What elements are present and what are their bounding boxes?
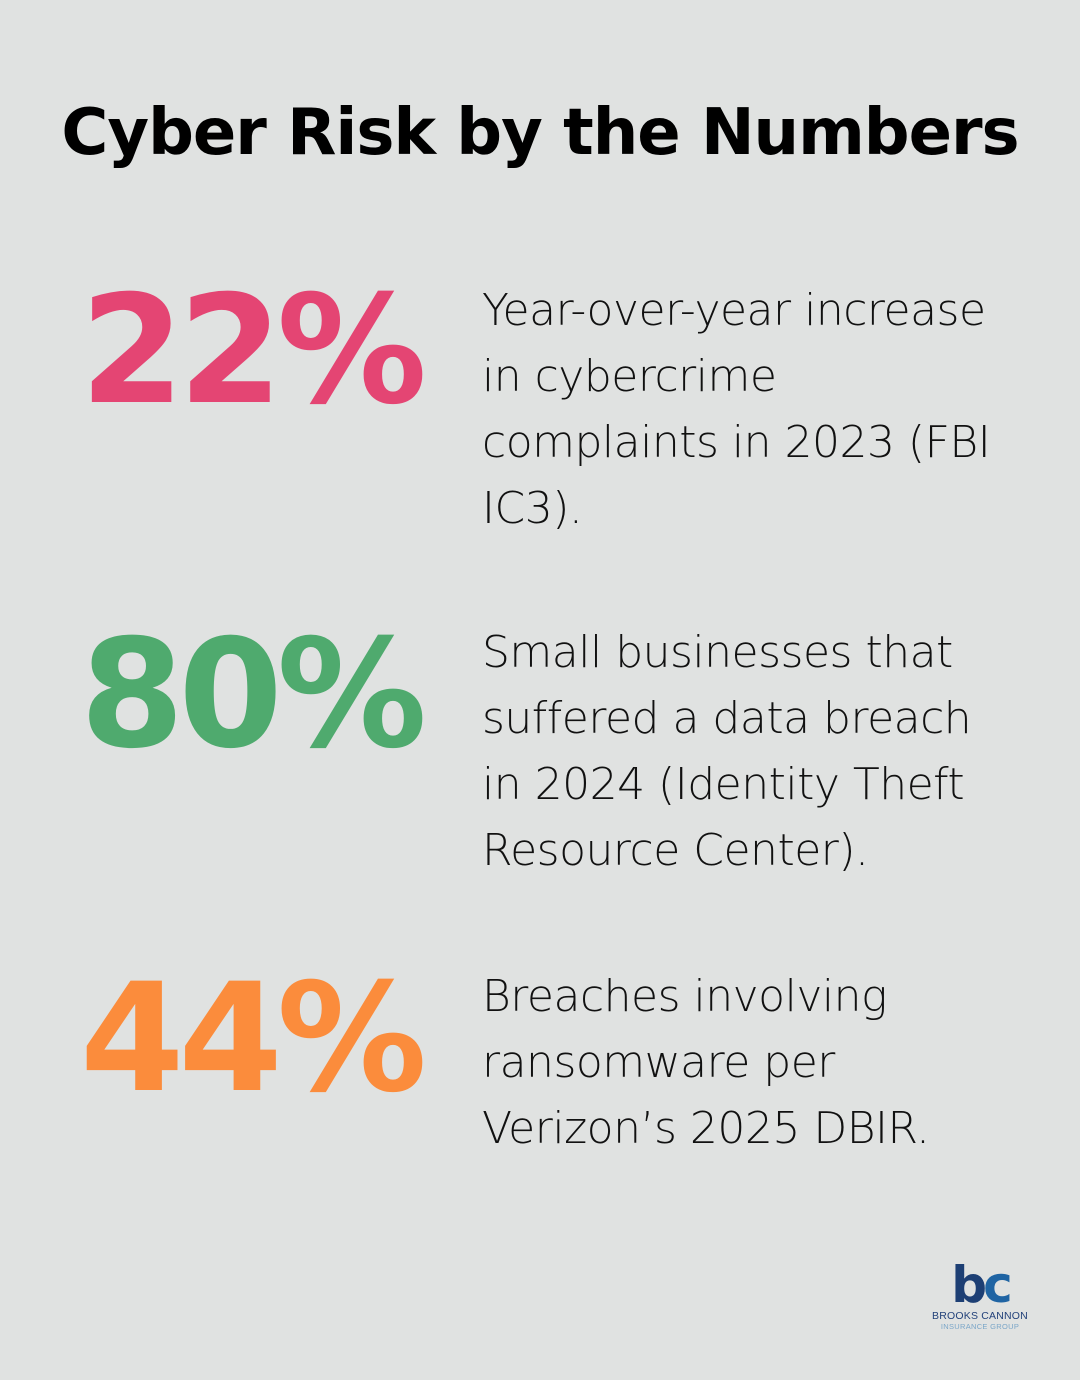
stat-value: 22% xyxy=(80,264,427,438)
logo-subtitle: INSURANCE GROUP xyxy=(940,1322,1020,1331)
page-title: Cyber Risk by the Numbers xyxy=(61,96,1019,170)
stat-description: Year-over-year increase in cybercrime co… xyxy=(482,285,991,534)
stat-description: Small businesses that suffered a data br… xyxy=(482,627,972,876)
stat-value: 80% xyxy=(80,608,427,782)
stat-description: Breaches involving ransomware per Verizo… xyxy=(482,971,930,1154)
logo-company-name: BROOKS CANNON xyxy=(932,1310,1028,1322)
stat-value: 44% xyxy=(80,952,427,1126)
bc-logo-icon: bc xyxy=(951,1256,1012,1314)
brooks-cannon-logo: bc BROOKS CANNON INSURANCE GROUP xyxy=(924,1256,1036,1331)
